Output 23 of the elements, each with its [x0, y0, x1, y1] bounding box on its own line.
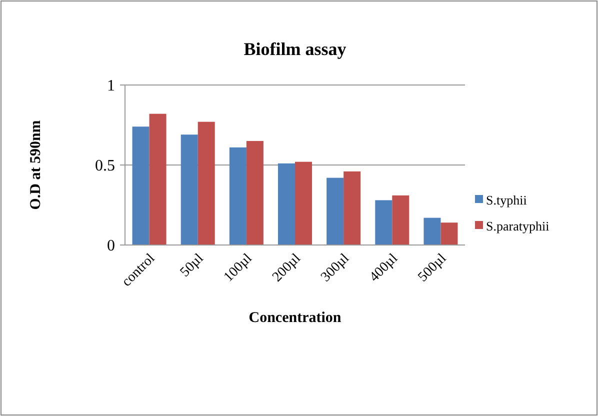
chart-title: Biofilm assay: [244, 39, 346, 59]
x-tick-label: 50µl: [178, 251, 207, 280]
bar: [424, 218, 441, 245]
bar: [198, 122, 215, 245]
bar: [278, 163, 295, 245]
bar: [180, 134, 198, 245]
bar: [440, 222, 458, 245]
legend-label: S.typhii: [486, 192, 528, 208]
legend-label: S.paratyphii: [486, 218, 550, 234]
bar: [246, 141, 264, 245]
y-tick-label: 0.5: [95, 158, 115, 175]
bar: [326, 178, 344, 245]
bar: [295, 162, 312, 245]
y-tick-label: 1: [107, 78, 115, 95]
x-axis-title: Concentration: [248, 310, 342, 326]
bar: [149, 114, 166, 245]
bar: [229, 147, 246, 245]
y-tick-label: 0: [107, 238, 115, 255]
bar: [375, 200, 392, 245]
bar: [132, 126, 150, 245]
bar: [344, 171, 361, 245]
y-axis-title: O.D at 590nm: [28, 120, 44, 210]
bar: [392, 195, 410, 245]
